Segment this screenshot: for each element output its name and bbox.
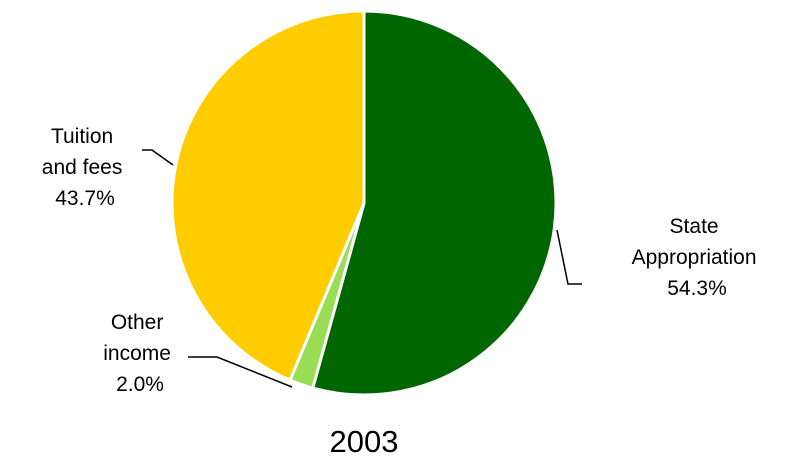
label-other-income-line1: Other	[111, 311, 164, 334]
label-tuition-and-fees-line2: and fees	[42, 156, 123, 179]
label-other-income-pct: 2.0%	[116, 373, 164, 396]
pie-slice-state-appropriation	[310, 9, 558, 397]
label-state-appropriation-line1: State	[670, 215, 719, 238]
leader-line-state-appropriation	[556, 229, 582, 285]
label-tuition-and-fees-line1: Tuition	[51, 125, 113, 148]
chart-title: 2003	[330, 424, 399, 457]
label-state-appropriation-pct: 54.3%	[667, 277, 727, 300]
label-state-appropriation-line2: Appropriation	[632, 246, 757, 269]
label-other-income-line2: income	[103, 342, 171, 365]
label-tuition-and-fees: Tuition and fees 43.7%	[42, 125, 128, 210]
label-tuition-and-fees-pct: 43.7%	[55, 187, 115, 210]
pie-slice-tuition-and-fees	[170, 9, 366, 383]
pie-slices	[170, 9, 558, 397]
leader-line-other-income	[188, 356, 293, 388]
leader-line-tuition-and-fees	[142, 149, 174, 166]
label-state-appropriation: State Appropriation 54.3%	[632, 215, 763, 300]
label-other-income: Other income 2.0%	[103, 311, 177, 396]
